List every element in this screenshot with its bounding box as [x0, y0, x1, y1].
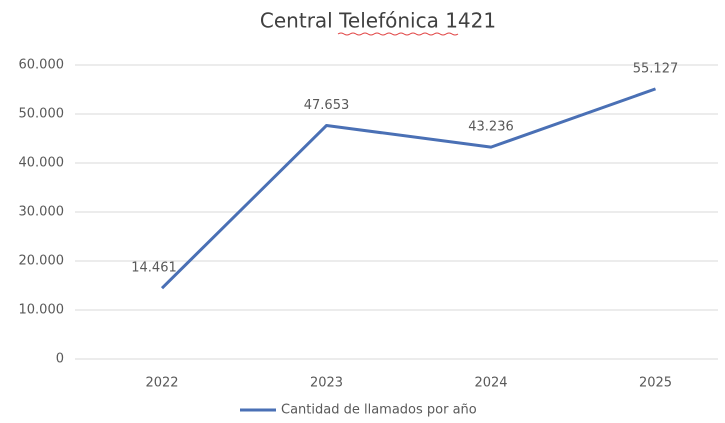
y-tick-label: 0 — [56, 352, 64, 367]
x-tick-label: 2023 — [310, 376, 343, 391]
y-tick-label: 20.000 — [19, 254, 65, 269]
x-tick-label: 2025 — [639, 376, 672, 391]
data-label: 55.127 — [633, 61, 679, 76]
data-line — [160, 87, 657, 290]
y-tick-label: 10.000 — [19, 303, 65, 318]
legend-label: Cantidad de llamados por año — [281, 403, 477, 418]
x-tick-label: 2022 — [145, 376, 178, 391]
x-tick-label: 2024 — [474, 376, 507, 391]
data-label: 47.653 — [304, 98, 350, 113]
spellcheck-underline — [337, 32, 459, 36]
y-tick-label: 30.000 — [19, 205, 65, 220]
data-label: 43.236 — [468, 120, 514, 135]
y-tick-label: 60.000 — [19, 58, 65, 73]
y-tick-label: 40.000 — [19, 156, 65, 171]
chart-title: Central Telefónica 1421 — [260, 9, 496, 33]
data-label: 14.461 — [131, 261, 177, 276]
y-tick-label: 50.000 — [19, 107, 65, 122]
